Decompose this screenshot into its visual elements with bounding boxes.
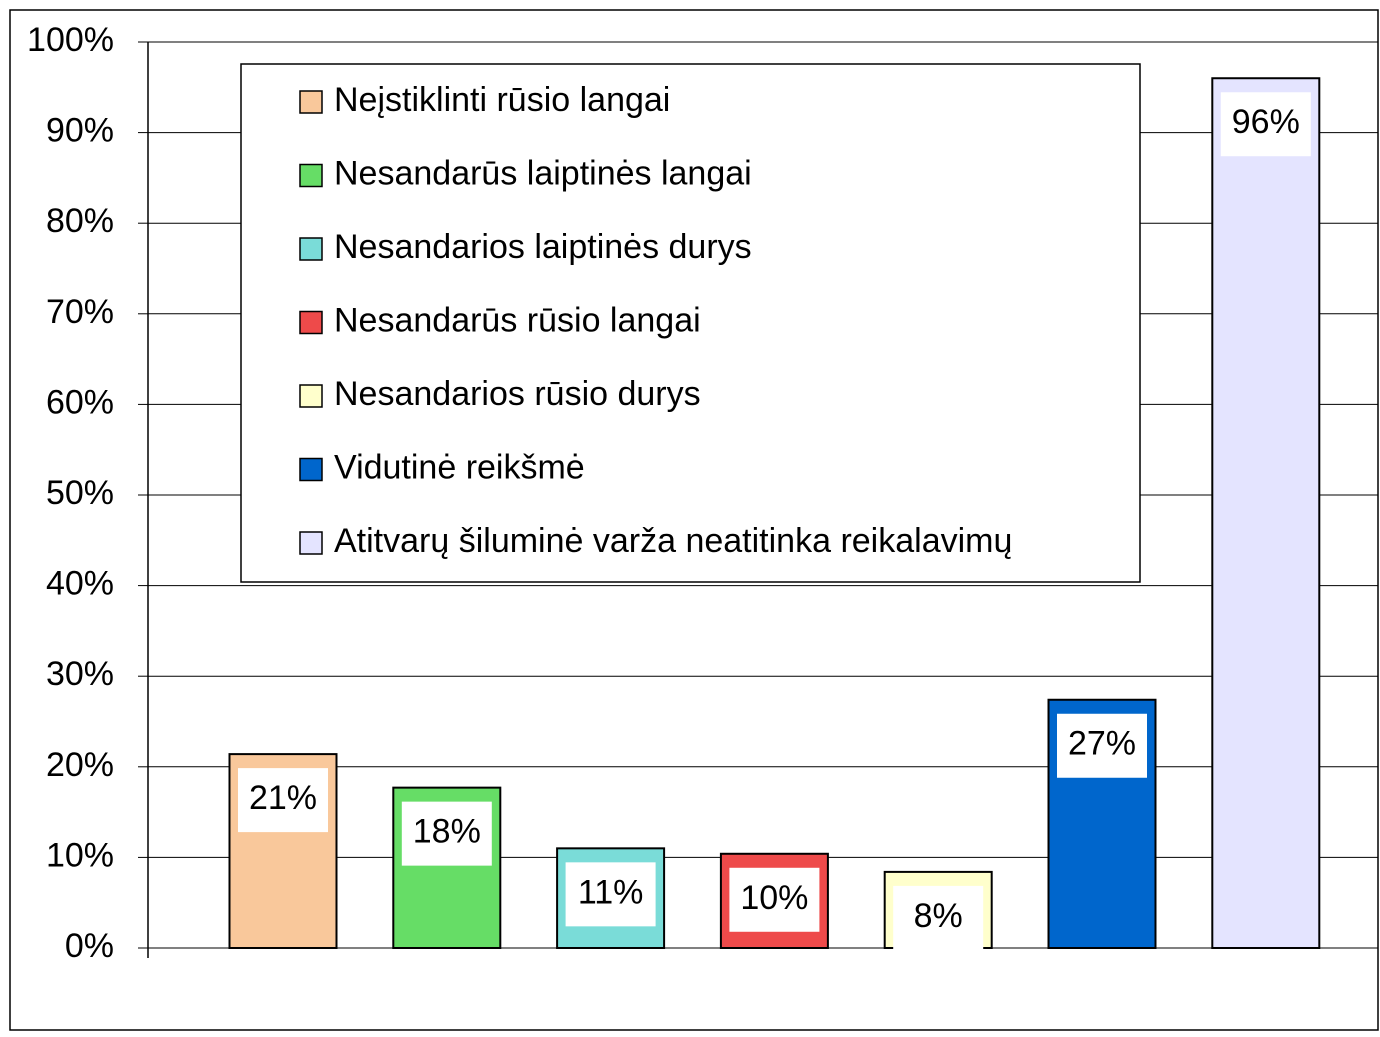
value-label: 21% (249, 779, 317, 817)
legend-swatch (299, 237, 323, 261)
value-label: 8% (914, 897, 963, 935)
value-label-box (401, 801, 492, 866)
y-tick-label: 60% (46, 383, 114, 421)
value-label-box (238, 768, 328, 833)
legend-swatch (299, 531, 323, 555)
y-tick-label: 70% (46, 293, 114, 331)
value-label-box (1057, 713, 1147, 778)
y-tick-label: 100% (27, 21, 114, 59)
y-tick-label: 50% (46, 474, 114, 512)
y-tick-label: 0% (65, 927, 114, 965)
legend-swatch (299, 384, 323, 408)
value-label: 11% (578, 873, 644, 911)
y-tick-label: 80% (46, 202, 114, 240)
legend-label: Nesandarūs laiptinės langai (334, 154, 752, 192)
value-label-box (729, 867, 820, 932)
legend-label: Nesandarios rūsio durys (334, 375, 701, 413)
legend-label: Nesandarios laiptinės durys (334, 228, 752, 266)
value-label: 27% (1068, 725, 1136, 763)
y-tick-label: 90% (46, 112, 114, 150)
value-label: 96% (1232, 103, 1300, 141)
legend-swatch (299, 457, 323, 482)
legend-label: Vidutinė reikšmė (334, 448, 585, 486)
y-tick-label: 40% (46, 565, 114, 603)
legend-label: Neįstiklinti rūsio langai (334, 81, 670, 119)
legend-label: Nesandarūs rūsio langai (334, 301, 701, 339)
value-label: 10% (740, 879, 808, 917)
value-label: 18% (413, 813, 481, 851)
legend-label: Atitvarų šiluminė varža neatitinka reika… (334, 522, 1012, 560)
legend-swatch (299, 310, 323, 335)
value-label-box (893, 885, 984, 950)
legend-swatch (299, 163, 323, 188)
legend-box (240, 63, 1141, 583)
y-tick-label: 30% (46, 655, 114, 693)
y-tick-label: 20% (46, 746, 114, 784)
value-label-box (1220, 92, 1311, 157)
y-tick-label: 10% (46, 836, 114, 874)
value-label-box (565, 862, 656, 927)
bar (1211, 77, 1321, 950)
legend-swatch (299, 90, 323, 114)
